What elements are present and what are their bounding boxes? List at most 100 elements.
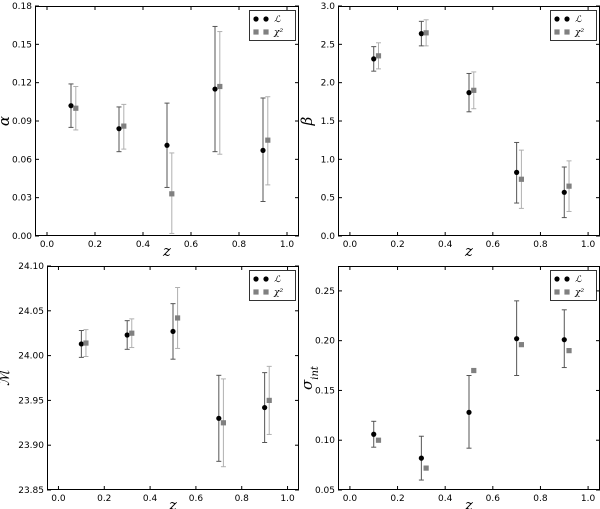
legend-label-0-1: χ² (273, 28, 283, 38)
legend-marker-0-0-1 (263, 16, 269, 22)
point-0-1-4 (265, 137, 271, 143)
point-2-1-3 (220, 420, 226, 426)
plot-frame-2 (47, 266, 299, 490)
xtick-label-3-1: 0.2 (390, 494, 404, 504)
legend-marker-2-0-0 (253, 276, 259, 282)
ytick-label-2-1: 23.90 (18, 441, 44, 451)
xtick-label-2-0: 0.0 (51, 494, 66, 504)
xtick-label-1-2: 0.4 (438, 240, 453, 250)
legend-label-2-1: χ² (273, 288, 283, 298)
ytick-label-1-3: 1.5 (321, 117, 335, 127)
point-0-1-1 (121, 123, 127, 129)
xtick-label-2-3: 0.6 (189, 494, 204, 504)
panel-3: 0.0 0.2 0.4 0.6 0.8 1.0 0.05 0.10 0.15 0.20 0.25 z σ… (298, 266, 600, 509)
legend-marker-3-1-0 (554, 289, 560, 295)
point-1-1-0 (375, 53, 382, 59)
legend-marker-0-0-0 (253, 16, 259, 22)
point-2-0-4 (262, 404, 268, 411)
ylabel-3: σint (298, 365, 321, 390)
legend-2 (249, 270, 296, 301)
point-0-0-0 (68, 103, 74, 109)
point-1-0-2 (466, 90, 472, 96)
ylabel-2: ℳ (0, 368, 13, 386)
xtick-label-0-5: 1.0 (280, 240, 295, 250)
xtick-label-2-5: 1.0 (280, 494, 295, 504)
xtick-label-2-2: 0.4 (143, 494, 158, 504)
xtick-label-1-1: 0.2 (390, 240, 404, 250)
point-2-0-2 (170, 328, 176, 335)
ylabel-1: β (298, 116, 316, 126)
legend-label-0-0: ℒ (274, 15, 281, 25)
xtick-label-2-1: 0.2 (97, 494, 111, 504)
point-2-1-2 (174, 315, 181, 321)
ytick-label-2-4: 24.05 (18, 307, 44, 317)
panel-1: 0.0 0.2 0.4 0.6 0.8 1.0 0.0 0.5 1.0 1.5 2.0 2.5 3.0 z… (298, 2, 600, 260)
legend-marker-2-1-1 (263, 289, 269, 295)
ytick-label-0-2: 0.06 (12, 155, 32, 165)
ytick-label-3-1: 0.10 (315, 436, 335, 446)
ytick-label-1-6: 3.0 (321, 2, 336, 12)
legend-marker-2-1-0 (253, 289, 259, 295)
point-3-0-3 (514, 336, 520, 342)
xlabel-3: z (464, 496, 473, 509)
point-1-0-4 (561, 189, 567, 195)
ytick-label-2-3: 24.00 (18, 352, 44, 362)
legend-marker-0-1-1 (263, 29, 269, 35)
xtick-label-0-0: 0.0 (40, 240, 55, 250)
ytick-label-1-4: 2.0 (321, 79, 336, 89)
point-3-0-4 (561, 337, 567, 343)
point-1-1-1 (423, 30, 429, 36)
ytick-label-1-0: 0.0 (321, 232, 336, 242)
ytick-label-1-5: 2.5 (321, 40, 335, 50)
point-3-0-2 (466, 409, 472, 415)
point-3-1-0 (375, 437, 382, 443)
xlabel-2: z (168, 496, 177, 509)
legend-label-3-0: ℒ (575, 275, 582, 285)
ylabel-0: α (0, 116, 13, 126)
ytick-label-0-6: 0.18 (12, 2, 32, 12)
point-2-0-0 (78, 341, 84, 347)
ytick-label-0-1: 0.03 (12, 194, 32, 204)
legend-1 (550, 10, 597, 41)
ytick-label-2-2: 23.95 (18, 396, 44, 406)
legend-marker-1-0-1 (564, 16, 570, 22)
point-3-0-0 (371, 431, 377, 437)
xtick-label-2-4: 0.8 (235, 494, 250, 504)
xlabel-0: z (162, 242, 171, 260)
xtick-label-0-2: 0.4 (136, 240, 151, 250)
point-3-1-4 (566, 348, 572, 354)
ytick-label-3-4: 0.25 (315, 287, 335, 297)
legend-marker-3-1-1 (564, 289, 570, 295)
xtick-label-1-0: 0.0 (343, 240, 358, 250)
ytick-label-1-2: 1.0 (321, 155, 336, 165)
point-0-0-4 (260, 147, 266, 153)
xtick-label-1-5: 1.0 (581, 240, 596, 250)
legend-label-2-0: ℒ (274, 275, 281, 285)
legend-marker-1-0-0 (554, 16, 560, 22)
xtick-label-3-5: 1.0 (581, 494, 596, 504)
xtick-label-3-3: 0.6 (486, 494, 501, 504)
legend-marker-1-1-1 (564, 29, 570, 35)
point-2-0-3 (216, 415, 222, 421)
ytick-label-0-5: 0.15 (12, 40, 32, 50)
point-0-1-0 (73, 105, 79, 111)
point-3-1-2 (471, 367, 477, 374)
legend-3 (550, 270, 597, 301)
xlabel-1: z (464, 242, 473, 260)
legend-label-1-0: ℒ (575, 15, 582, 25)
legend-marker-3-0-1 (564, 276, 570, 282)
xtick-label-3-0: 0.0 (343, 494, 358, 504)
point-2-1-4 (266, 397, 272, 403)
ytick-label-2-0: 23.85 (18, 486, 44, 496)
ytick-label-0-0: 0.00 (12, 232, 32, 242)
xtick-label-0-1: 0.2 (88, 240, 102, 250)
ytick-label-3-3: 0.20 (315, 337, 335, 347)
xtick-label-0-3: 0.6 (184, 240, 199, 250)
ytick-label-3-0: 0.05 (315, 486, 335, 496)
xtick-label-1-3: 0.6 (486, 240, 501, 250)
point-1-1-2 (471, 87, 477, 93)
point-3-0-1 (418, 455, 424, 461)
point-0-1-3 (217, 83, 223, 90)
ytick-label-0-3: 0.09 (12, 117, 32, 127)
legend-marker-1-1-0 (554, 29, 560, 35)
